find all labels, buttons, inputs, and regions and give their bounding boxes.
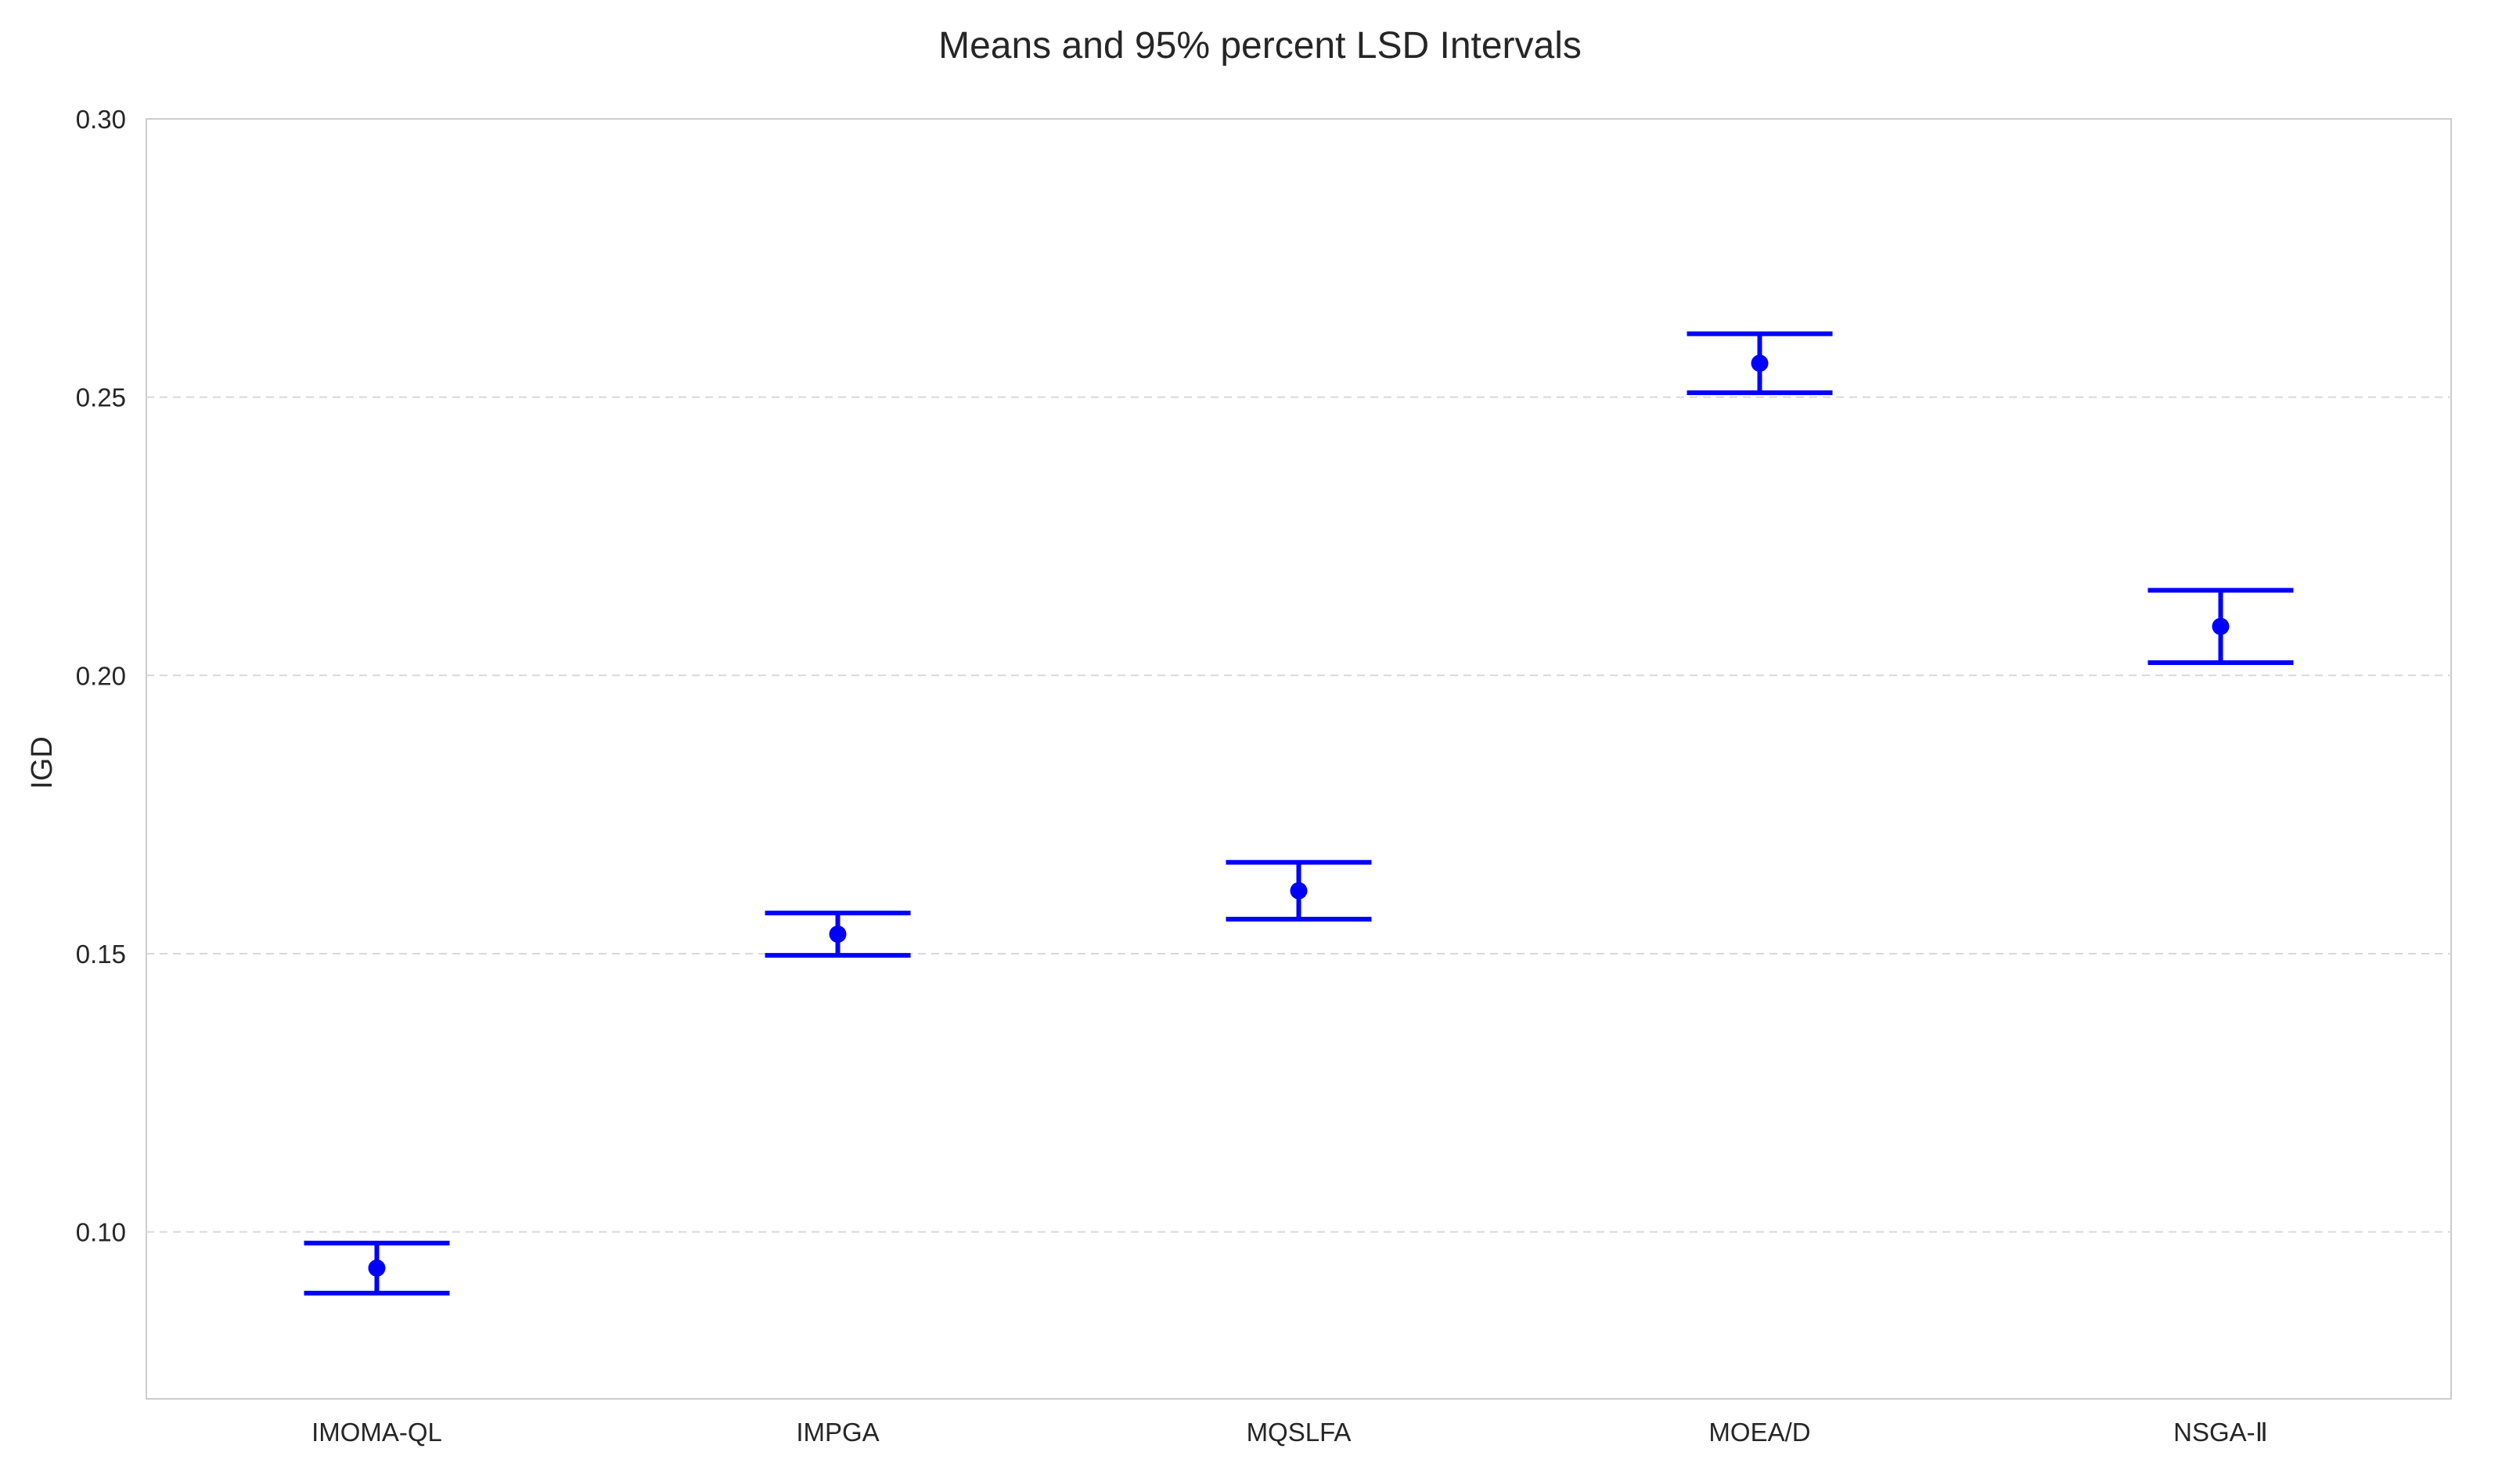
chart-title: Means and 95% percent LSD Intervals [938,25,1582,66]
mean-point [1751,354,1769,372]
mean-point [1290,882,1308,900]
errorbar [2147,588,2294,665]
x-tick-label: MOEA/D [1708,1418,1810,1447]
errorbar [765,911,911,958]
x-tick-labels: IMOMA-QL IMPGA MQSLFA MOEA/D NSGA-Ⅱ [311,1418,2268,1447]
y-tick-label: 0.20 [76,661,126,690]
x-tick-label: MQSLFA [1247,1418,1352,1447]
errorbar [1687,331,1833,395]
errorbar-series [304,331,2294,1296]
y-tick-label: 0.10 [76,1218,126,1247]
y-axis-label: IGD [26,736,59,789]
grid-layer [146,396,2451,1233]
mean-point [368,1259,386,1277]
plot-area [146,118,2452,1400]
y-tick-label: 0.30 [76,105,126,134]
x-tick-label: NSGA-Ⅱ [2173,1418,2268,1447]
y-tick-label: 0.25 [76,383,126,412]
mean-point [829,926,847,944]
errorbar [1226,860,1372,922]
mean-point [2212,617,2230,635]
x-tick-label: IMOMA-QL [311,1418,442,1447]
y-tick-labels: 0.10 0.15 0.20 0.25 0.30 [76,105,126,1247]
y-tick-label: 0.15 [76,940,126,969]
errorbar [304,1240,450,1296]
x-tick-label: IMPGA [796,1418,879,1447]
